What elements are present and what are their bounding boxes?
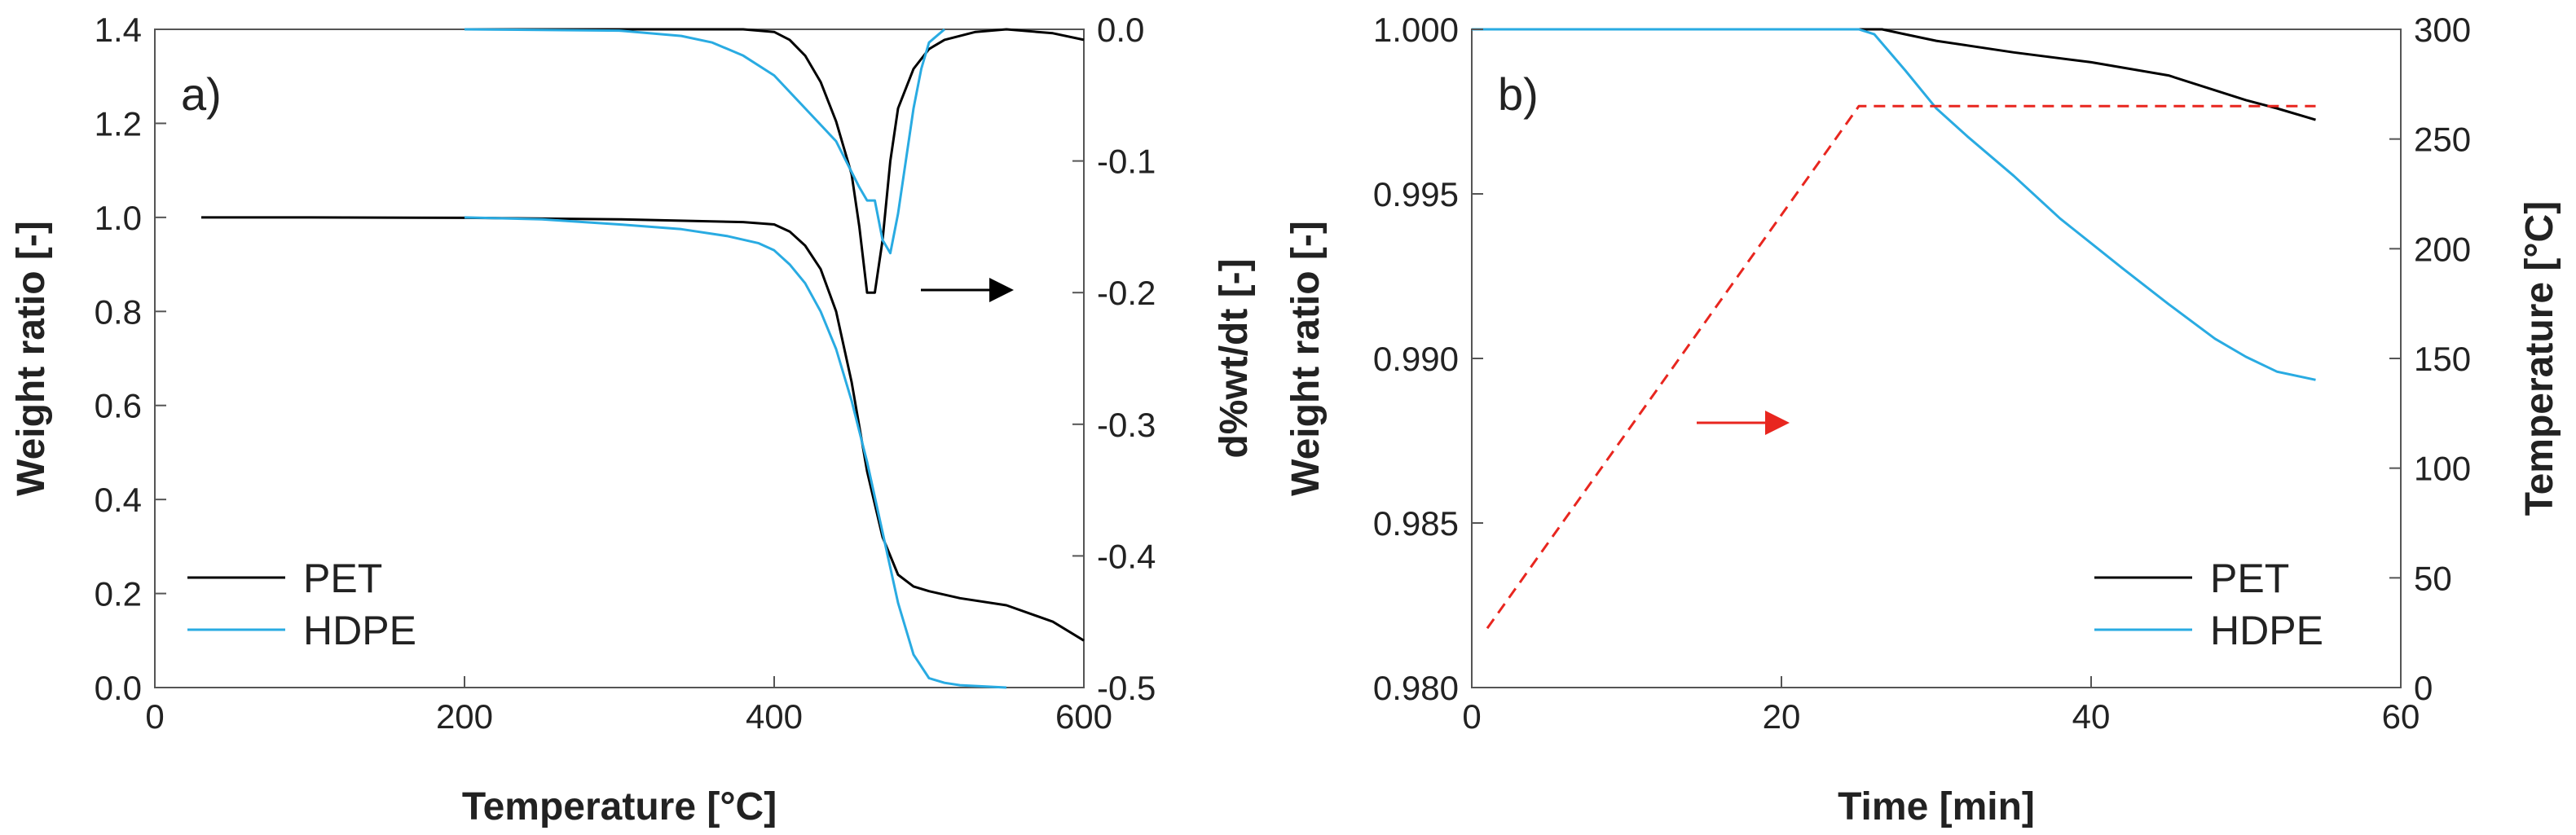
panel-b-label: b) bbox=[1498, 68, 1539, 120]
panel-b-y-tick-label: 0.980 bbox=[1373, 669, 1459, 707]
panel-b-y-ticks: 0.980 0.985 0.990 0.995 1.000 bbox=[1373, 11, 1483, 707]
panel-b-legend-pet-label: PET bbox=[2210, 556, 2289, 601]
panel-a-y-tick-label: 1.2 bbox=[95, 104, 142, 143]
panel-a-y2-tick-label: -0.1 bbox=[1097, 143, 1156, 181]
panel-a: 0 200 400 600 0.0 0.2 0.4 0.6 0.8 1.0 1.2 1.4 0.0 -… bbox=[10, 11, 1256, 828]
panel-b-y2-ticks: 0 50 100 150 200 250 300 bbox=[2389, 11, 2471, 707]
panel-b-series bbox=[1472, 28, 2316, 630]
panel-a-x-tick-label: 200 bbox=[436, 697, 493, 736]
panel-a-x-tick-label: 0 bbox=[145, 697, 164, 736]
panel-b-series-temperature bbox=[1486, 104, 2316, 630]
panel-a-label: a) bbox=[181, 68, 222, 120]
panel-a-y-tick-label: 0.6 bbox=[95, 387, 142, 425]
panel-a-series-pet bbox=[201, 216, 1085, 642]
panel-a-series-pet-derivative bbox=[465, 28, 1085, 294]
panel-a-y2-tick-label: -0.4 bbox=[1097, 537, 1156, 575]
panel-a-y2-axis-title: d%wt/dt [-] bbox=[1213, 258, 1256, 458]
panel-a-y-tick-label: 0.2 bbox=[95, 575, 142, 613]
panel-b-x-axis-title: Time [min] bbox=[1838, 785, 2035, 828]
panel-a-y2-ticks: 0.0 -0.1 -0.2 -0.3 -0.4 -0.5 bbox=[1072, 11, 1156, 707]
panel-b-x-ticks: 0 20 40 60 bbox=[1462, 676, 2420, 736]
panel-a-x-ticks: 0 200 400 600 bbox=[145, 676, 1112, 736]
panel-a-x-tick-label: 600 bbox=[1055, 697, 1112, 736]
panel-b-series-pet bbox=[1472, 28, 2316, 121]
panel-b-y2-tick-label: 100 bbox=[2414, 450, 2471, 488]
panel-a-y-tick-label: 1.4 bbox=[95, 11, 142, 49]
panel-b-y-tick-label: 1.000 bbox=[1373, 11, 1459, 49]
panel-a-series-hdpe-derivative bbox=[464, 28, 945, 255]
panel-a-y2-tick-label: -0.5 bbox=[1097, 669, 1156, 707]
panel-b-y2-axis-title: Temperature [°C] bbox=[2518, 201, 2561, 516]
panel-b-x-tick-label: 60 bbox=[2382, 697, 2420, 736]
panel-a-y-tick-label: 1.0 bbox=[95, 199, 142, 237]
panel-a-y-tick-label: 0.4 bbox=[95, 481, 142, 519]
panel-b-series-hdpe bbox=[1472, 28, 2316, 381]
panel-b-y2-tick-label: 0 bbox=[2414, 669, 2433, 707]
panel-a-y-ticks: 0.0 0.2 0.4 0.6 0.8 1.0 1.2 1.4 bbox=[95, 11, 166, 707]
panel-a-legend-pet-label: PET bbox=[303, 556, 382, 601]
panel-b-y2-tick-label: 250 bbox=[2414, 121, 2471, 159]
panel-a-y-axis-title: Weight ratio [-] bbox=[10, 221, 53, 496]
panel-a-series bbox=[201, 28, 1085, 689]
panel-b: 0 20 40 60 0.980 0.985 0.990 0.995 1.000 0 50 100… bbox=[1284, 11, 2561, 828]
panel-a-y2-tick-label: 0.0 bbox=[1097, 11, 1144, 49]
panel-b-y-tick-label: 0.985 bbox=[1373, 504, 1459, 543]
panel-a-series-hdpe bbox=[464, 216, 1007, 689]
panel-b-x-tick-label: 0 bbox=[1462, 697, 1481, 736]
panel-a-x-axis-title: Temperature [°C] bbox=[462, 785, 777, 828]
panel-b-x-tick-label: 40 bbox=[2072, 697, 2111, 736]
panel-b-y2-tick-label: 150 bbox=[2414, 340, 2471, 378]
panel-a-y-tick-label: 0.8 bbox=[95, 292, 142, 331]
panel-b-x-tick-label: 20 bbox=[1763, 697, 1801, 736]
panel-a-plot-frame bbox=[154, 29, 1085, 688]
panel-b-y-axis-title: Weight ratio [-] bbox=[1284, 221, 1328, 496]
panel-b-legend-hdpe-label: HDPE bbox=[2210, 608, 2323, 653]
panel-b-y-tick-label: 0.995 bbox=[1373, 175, 1459, 213]
panel-a-x-tick-label: 400 bbox=[746, 697, 803, 736]
panel-b-y2-tick-label: 200 bbox=[2414, 230, 2471, 268]
panel-b-y-tick-label: 0.990 bbox=[1373, 340, 1459, 378]
panel-b-y2-tick-label: 300 bbox=[2414, 11, 2471, 49]
panel-a-y2-tick-label: -0.3 bbox=[1097, 406, 1156, 444]
panel-a-legend-hdpe-label: HDPE bbox=[303, 608, 416, 653]
panel-a-y-tick-label: 0.0 bbox=[95, 669, 142, 707]
panel-b-y2-tick-label: 50 bbox=[2414, 559, 2452, 597]
panel-a-y2-tick-label: -0.2 bbox=[1097, 274, 1156, 312]
